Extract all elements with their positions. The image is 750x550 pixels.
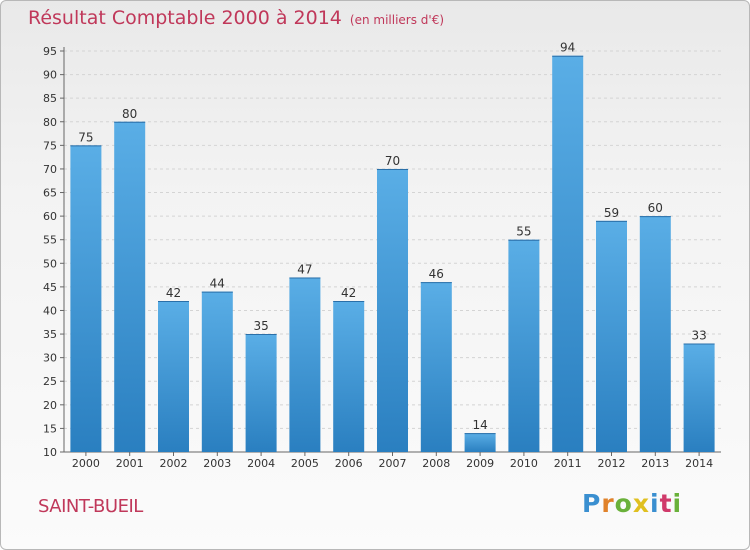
x-tick-label: 2004 <box>247 457 275 470</box>
y-tick-label: 40 <box>43 304 57 317</box>
bar <box>289 277 321 452</box>
bar-value-label: 75 <box>78 130 93 144</box>
bar-value-label: 42 <box>166 286 181 300</box>
bar <box>552 55 584 452</box>
bars: 75 80 42 44 35 47 42 70 46 14 55 94 59 60 33 <box>70 41 715 453</box>
bar <box>333 301 365 452</box>
bar <box>683 343 715 452</box>
bar-value-label: 44 <box>210 277 225 291</box>
y-tick-label: 90 <box>43 69 57 82</box>
x-tick-label: 2014 <box>685 457 713 470</box>
logo-letter: o <box>614 489 633 518</box>
bar <box>420 282 452 452</box>
y-tick-label: 95 <box>43 45 57 58</box>
y-tick-label: 50 <box>43 257 57 270</box>
x-tick-label: 2013 <box>641 457 669 470</box>
x-tick-label: 2011 <box>554 457 582 470</box>
bar <box>158 301 189 452</box>
y-tick-label: 65 <box>43 187 57 200</box>
bar <box>201 291 233 452</box>
logo-letter: r <box>601 489 615 518</box>
y-tick-label: 35 <box>43 328 57 341</box>
commune-name: SAINT-BUEIL <box>38 496 143 517</box>
chart-subtitle: (en milliers d'€) <box>349 13 445 27</box>
y-tick-label: 70 <box>43 163 57 176</box>
bar-value-label: 14 <box>472 418 487 432</box>
bar <box>596 220 627 452</box>
x-tick-label: 2009 <box>466 457 494 470</box>
y-tick-label: 10 <box>43 446 57 459</box>
x-tick-label: 2006 <box>335 457 363 470</box>
logo-letter: P <box>582 489 602 518</box>
x-tick-label: 2005 <box>291 457 319 470</box>
y-tick-label: 75 <box>43 139 57 152</box>
bar-value-label: 33 <box>691 328 706 342</box>
bar-value-label: 94 <box>560 41 575 55</box>
proxiti-logo: Proxiti <box>582 489 682 518</box>
bar-value-label: 55 <box>516 225 531 239</box>
chart-title: Résultat Comptable 2000 à 2014 (en millie… <box>28 7 444 29</box>
bar-value-label: 59 <box>604 206 619 220</box>
y-tick-label: 45 <box>43 281 57 294</box>
chart-title-text: Résultat Comptable 2000 à 2014 <box>28 7 342 29</box>
bar-value-label: 42 <box>341 286 356 300</box>
bar <box>70 145 102 452</box>
bar-value-label: 60 <box>648 201 663 215</box>
bar-value-label: 70 <box>385 154 400 168</box>
y-tick-label: 20 <box>43 399 57 412</box>
bar-value-label: 46 <box>429 267 444 281</box>
y-tick-label: 30 <box>43 352 57 365</box>
x-tick-label: 2007 <box>379 457 407 470</box>
logo-letter: i <box>672 489 683 518</box>
logo-letter: i <box>650 489 660 518</box>
bar <box>639 216 671 452</box>
x-tick-label: 2001 <box>116 457 144 470</box>
bar <box>114 121 146 452</box>
y-tick-label: 15 <box>43 422 57 435</box>
bar <box>508 239 540 452</box>
x-tick-label: 2008 <box>422 457 450 470</box>
bar <box>245 334 277 452</box>
bar-value-label: 80 <box>122 107 137 121</box>
x-tick-label: 2002 <box>160 457 188 470</box>
y-tick-label: 55 <box>43 234 57 247</box>
y-tick-label: 25 <box>43 375 57 388</box>
bar <box>377 168 408 453</box>
x-tick-label: 2003 <box>203 457 231 470</box>
y-tick-label: 60 <box>43 210 57 223</box>
logo-letter: t <box>659 489 673 518</box>
bar <box>464 433 496 452</box>
bar-value-label: 35 <box>253 319 268 333</box>
y-tick-label: 85 <box>43 92 57 105</box>
bar-value-label: 47 <box>297 262 312 276</box>
y-tick-label: 80 <box>43 116 57 129</box>
x-tick-label: 2012 <box>598 457 626 470</box>
x-tick-label: 2000 <box>72 457 100 470</box>
x-tick-label: 2010 <box>510 457 538 470</box>
logo-letter: x <box>632 489 650 518</box>
